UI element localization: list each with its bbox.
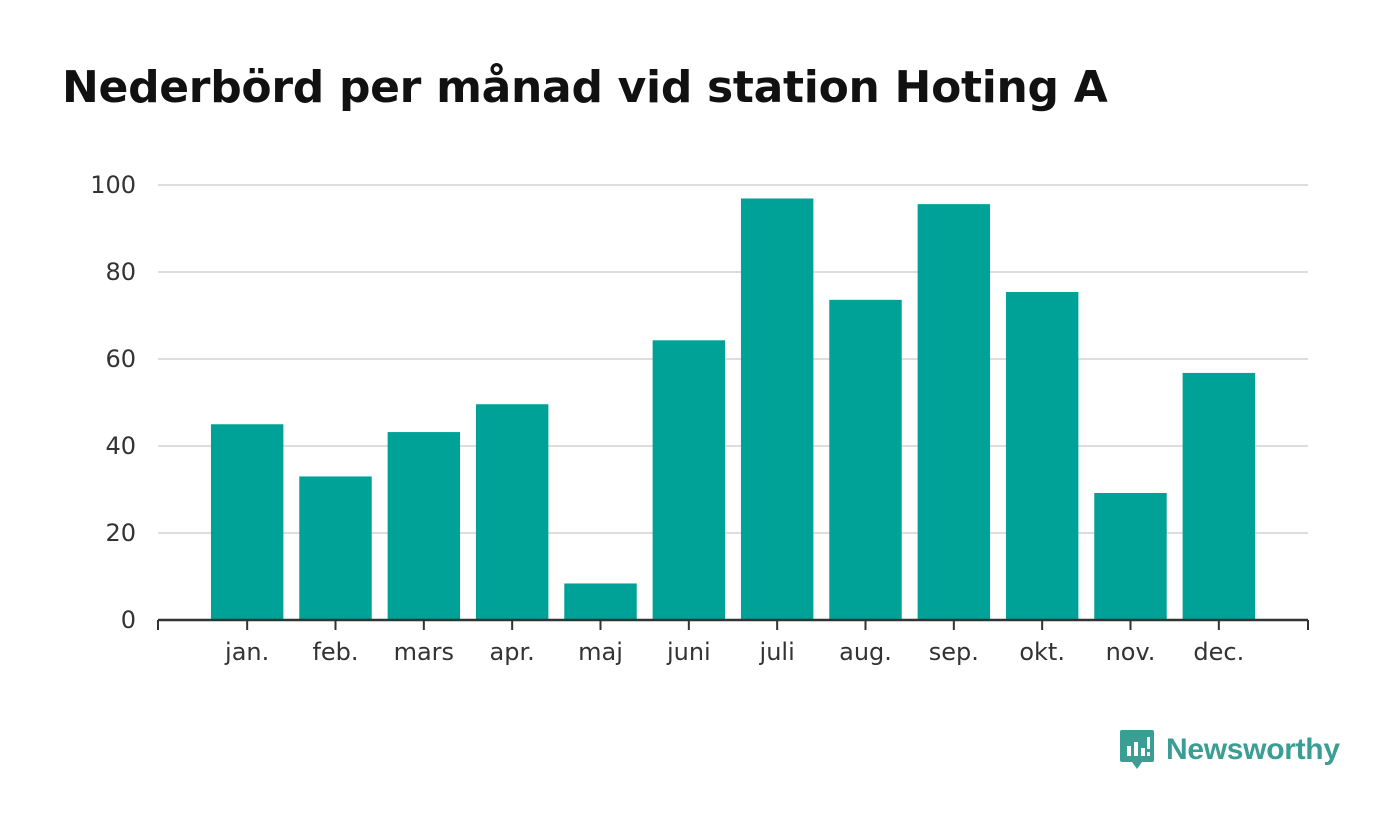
y-tick-label: 100 [90,171,136,199]
x-tick-labels: jan. feb. mars apr. maj juni juli aug. sep. okt. n… [224,638,1244,666]
chart-title: Nederbörd per månad vid station Hoting A [62,62,1108,113]
bar [652,340,726,620]
x-tick-label: maj [578,638,623,666]
bar [1182,372,1256,620]
x-tick-label: juni [666,638,711,666]
x-tick-label: okt. [1019,638,1065,666]
y-tick-label: 60 [105,345,136,373]
x-tick-label: jan. [224,638,269,666]
bar [829,299,902,620]
bar [210,424,284,620]
x-tick-label: sep. [929,638,979,666]
bar [299,476,372,620]
bar [475,404,549,620]
bar-chart: 0 20 40 60 80 100 jan. feb. mars apr. maj juni juli… [90,171,1309,666]
brand-name: Newsworthy [1166,733,1340,766]
newsworthy-logo: Newsworthy [1118,728,1340,772]
x-tick-label: dec. [1193,638,1244,666]
x-tick-label: juli [759,638,795,666]
bar [917,204,991,620]
x-tick-label: aug. [839,638,892,666]
newsworthy-logo-icon [1120,730,1154,769]
bar [564,583,637,620]
bar [387,432,461,620]
axes [157,618,1309,630]
bars [210,198,1256,621]
bar [740,198,814,621]
y-tick-labels: 0 20 40 60 80 100 [90,171,136,634]
bar [1005,292,1079,620]
x-tick-label: apr. [490,638,535,666]
y-tick-label: 80 [105,258,136,286]
x-tick-label: feb. [312,638,358,666]
bar [1094,492,1167,620]
y-tick-label: 0 [121,606,136,634]
y-tick-label: 20 [105,519,136,547]
y-tick-label: 40 [105,432,136,460]
x-tick-label: nov. [1106,638,1156,666]
x-tick-label: mars [394,638,454,666]
